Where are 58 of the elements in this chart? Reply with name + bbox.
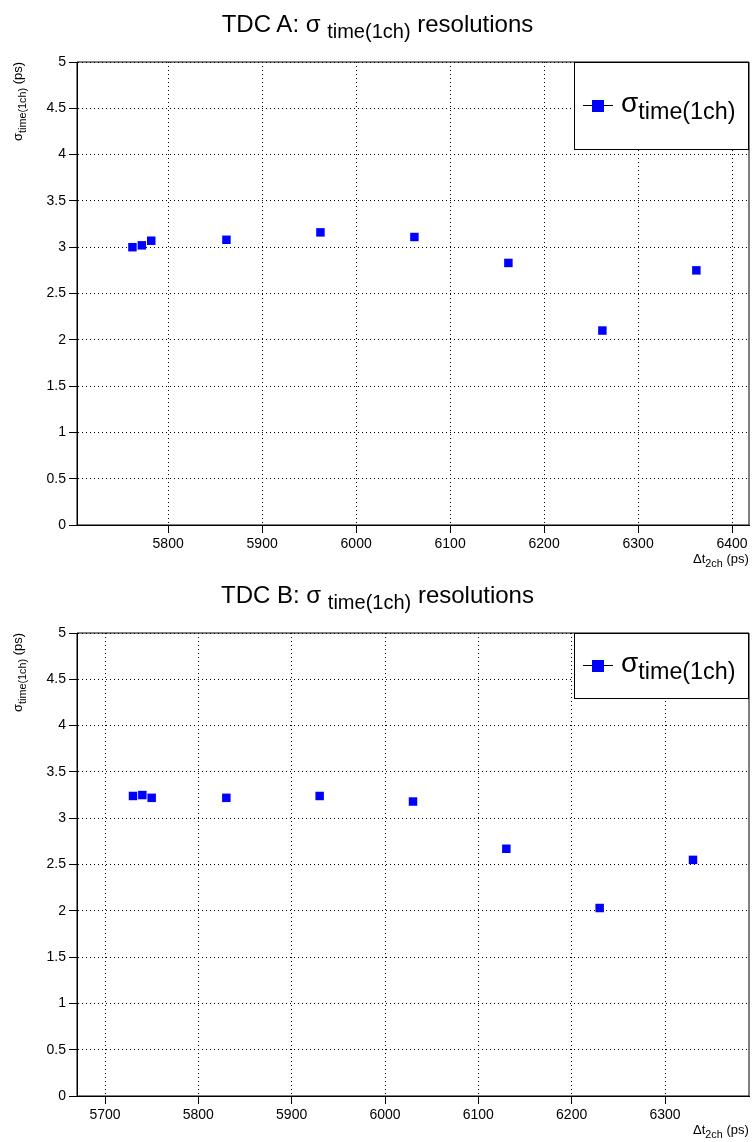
y-tick-label: 4 xyxy=(58,716,67,733)
point xyxy=(408,797,418,806)
point xyxy=(598,326,607,335)
chart-title: TDC A: σ $_{time(1ch)}$ resolutions xyxy=(220,10,535,43)
point xyxy=(504,258,513,268)
y-tick-label: 5 xyxy=(58,623,67,640)
point xyxy=(502,844,511,853)
x-axis-title: Δt$_{2ch}$ (ps) xyxy=(693,1122,749,1140)
x-tick-label: 6300 xyxy=(649,1106,681,1123)
point xyxy=(222,793,231,803)
x-tick-label: 5800 xyxy=(182,1106,215,1123)
x-tick-label: 5800 xyxy=(152,535,184,552)
point xyxy=(692,266,701,275)
x-tick-label: 6000 xyxy=(340,535,372,552)
x-tick-label: 6000 xyxy=(369,1106,401,1123)
y-tick-label: 0.5 xyxy=(46,1040,67,1057)
x-tick-label: 6400 xyxy=(716,535,748,552)
y-tick-label: 5 xyxy=(58,52,67,69)
y-tick-label: 4 xyxy=(58,145,67,162)
y-tick-label: 2.5 xyxy=(46,855,67,872)
point xyxy=(410,232,419,242)
x-tick-label: 6200 xyxy=(528,535,560,552)
y-tick-label: 3.5 xyxy=(46,762,67,779)
y-tick-label: 2 xyxy=(58,901,67,918)
y-tick-label: 0 xyxy=(58,515,67,532)
y-tick-label: 3 xyxy=(58,238,67,255)
y-tick-label: 3.5 xyxy=(46,191,67,208)
y-tick-label: 2.5 xyxy=(46,284,67,301)
point xyxy=(147,793,156,803)
x-tick-label: 6100 xyxy=(462,1106,495,1123)
point xyxy=(137,241,147,250)
legend-label: σ$_{time(1ch)}$ xyxy=(621,647,736,685)
y-tick-label: 0.5 xyxy=(46,469,67,486)
point xyxy=(315,791,324,801)
y-tick-label: 0 xyxy=(58,1086,67,1103)
x-axis-title: Δt$_{2ch}$ (ps) xyxy=(693,551,749,569)
point xyxy=(147,236,156,245)
x-tick-label: 6300 xyxy=(622,535,654,552)
y-tick-label: 2 xyxy=(58,330,67,347)
x-tick-label: 5900 xyxy=(276,1106,308,1123)
point xyxy=(128,242,137,252)
y-tick-label: 4.5 xyxy=(46,99,67,116)
legend-label: σ$_{time(1ch)}$ xyxy=(621,87,736,125)
point xyxy=(595,903,604,913)
y-tick-label: 1.5 xyxy=(46,376,67,393)
x-tick-label: 5900 xyxy=(246,535,278,552)
point xyxy=(316,228,325,237)
point xyxy=(222,235,231,245)
chart-title: TDC B: σ $_{time(1ch)}$ resolutions xyxy=(220,581,535,614)
y-tick-label: 1 xyxy=(58,994,67,1011)
x-tick-label: 5700 xyxy=(89,1106,121,1123)
x-tick-label: 6100 xyxy=(434,535,466,552)
point xyxy=(138,790,147,800)
y-tick-label: 3 xyxy=(58,809,67,826)
x-tick-label: 6200 xyxy=(556,1106,588,1123)
y-tick-label: 1.5 xyxy=(46,947,67,964)
y-tick-label: 1 xyxy=(58,423,67,440)
y-tick-label: 4.5 xyxy=(46,670,67,687)
